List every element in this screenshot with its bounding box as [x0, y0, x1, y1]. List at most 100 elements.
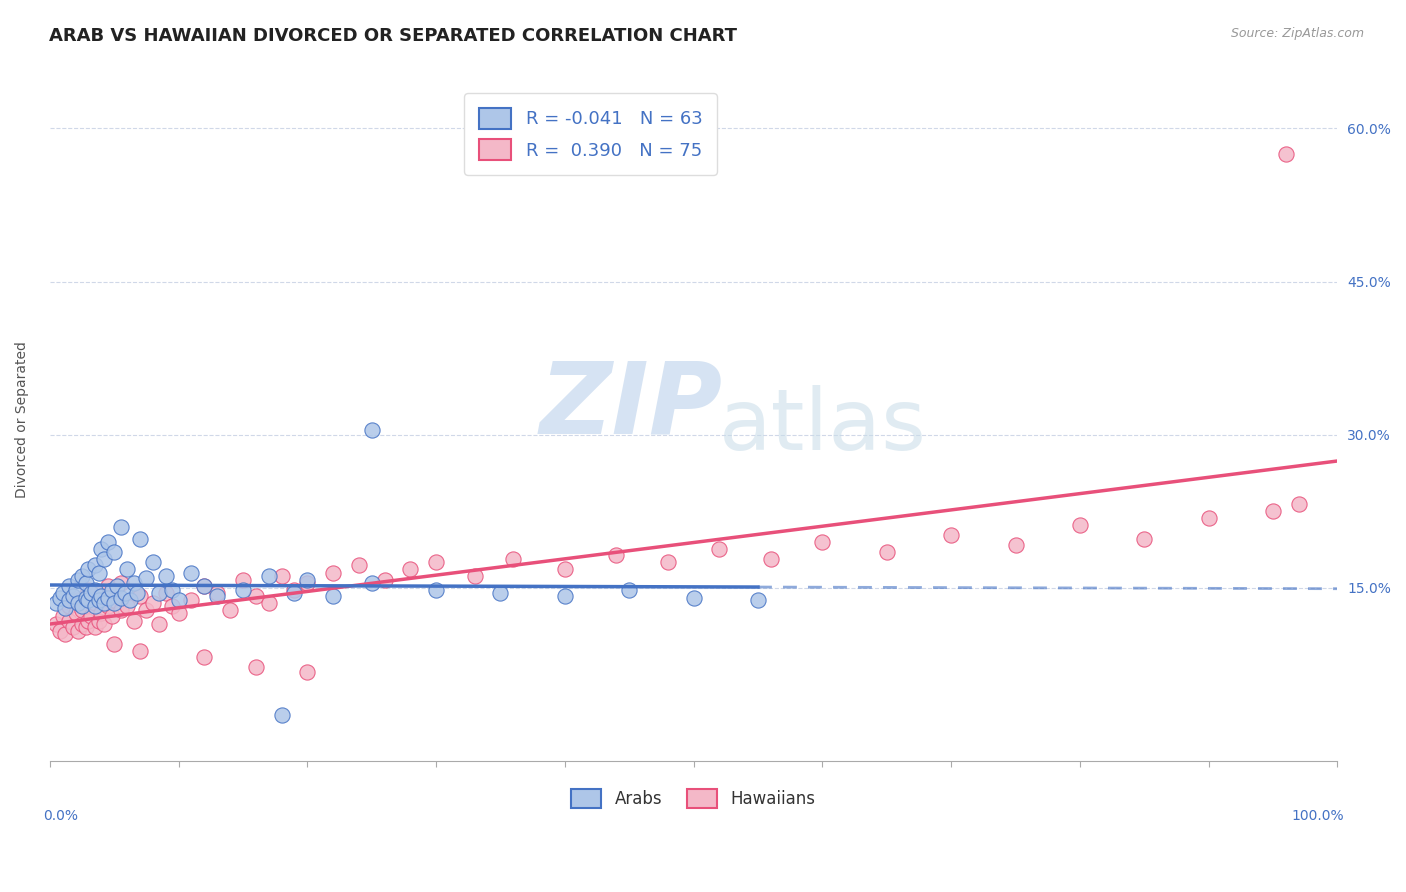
Point	[97, 591, 120, 605]
Point	[52, 586, 75, 600]
Point	[257, 568, 280, 582]
Point	[148, 616, 170, 631]
Point	[90, 589, 112, 603]
Point	[75, 620, 97, 634]
Point	[58, 579, 80, 593]
Point	[122, 614, 145, 628]
Point	[70, 599, 93, 614]
Point	[322, 589, 344, 603]
Point	[80, 586, 103, 600]
Point	[62, 589, 84, 603]
Point	[205, 586, 228, 600]
Point	[103, 637, 125, 651]
Point	[97, 599, 120, 614]
Point	[425, 555, 447, 569]
Point	[77, 582, 100, 597]
Point	[1275, 147, 1298, 161]
Point	[129, 532, 152, 546]
Point	[270, 568, 292, 582]
Point	[83, 582, 105, 597]
Point	[53, 601, 76, 615]
Point	[257, 596, 280, 610]
Point	[135, 571, 157, 585]
Text: ZIP: ZIP	[538, 357, 723, 454]
Point	[876, 545, 898, 559]
Point	[759, 552, 782, 566]
Point	[193, 579, 215, 593]
Point	[122, 575, 145, 590]
Point	[93, 552, 115, 566]
Point	[374, 573, 396, 587]
Point	[160, 582, 183, 597]
Point	[77, 614, 100, 628]
Point	[45, 616, 67, 631]
Point	[75, 589, 97, 603]
Point	[425, 582, 447, 597]
Point	[115, 562, 138, 576]
Point	[65, 582, 87, 597]
Point	[939, 528, 962, 542]
Point	[219, 603, 242, 617]
Point	[100, 609, 122, 624]
Point	[297, 575, 319, 590]
Point	[67, 596, 90, 610]
Point	[77, 562, 100, 576]
Point	[83, 558, 105, 573]
Point	[619, 582, 641, 597]
Point	[682, 591, 704, 605]
Point	[360, 575, 382, 590]
Point	[103, 593, 125, 607]
Point	[811, 535, 834, 549]
Point	[155, 586, 177, 600]
Point	[83, 596, 105, 610]
Point	[502, 552, 524, 566]
Point	[58, 599, 80, 614]
Point	[1069, 517, 1091, 532]
Point	[103, 596, 125, 610]
Point	[283, 586, 305, 600]
Legend: Arabs, Hawaiians: Arabs, Hawaiians	[558, 775, 830, 822]
Point	[657, 555, 679, 569]
Point	[65, 607, 87, 621]
Point	[193, 650, 215, 665]
Point	[464, 568, 486, 582]
Point	[747, 593, 769, 607]
Point	[70, 568, 93, 582]
Point	[70, 603, 93, 617]
Point	[1261, 504, 1284, 518]
Point	[87, 614, 110, 628]
Point	[67, 593, 90, 607]
Point	[142, 596, 165, 610]
Point	[180, 566, 202, 580]
Text: atlas: atlas	[720, 384, 928, 467]
Point	[160, 599, 183, 614]
Point	[118, 593, 141, 607]
Point	[142, 555, 165, 569]
Point	[322, 566, 344, 580]
Point	[167, 607, 190, 621]
Point	[148, 586, 170, 600]
Point	[87, 566, 110, 580]
Point	[110, 591, 132, 605]
Point	[347, 558, 370, 573]
Point	[58, 614, 80, 628]
Point	[127, 586, 149, 600]
Point	[105, 579, 128, 593]
Point	[360, 423, 382, 437]
Point	[67, 573, 90, 587]
Point	[489, 586, 512, 600]
Point	[67, 624, 90, 638]
Point	[97, 579, 120, 593]
Point	[77, 593, 100, 607]
Point	[297, 573, 319, 587]
Point	[232, 573, 254, 587]
Point	[1133, 532, 1156, 546]
Point	[75, 575, 97, 590]
Point	[97, 535, 120, 549]
Point	[270, 708, 292, 723]
Text: Source: ZipAtlas.com: Source: ZipAtlas.com	[1230, 27, 1364, 40]
Point	[283, 582, 305, 597]
Point	[70, 616, 93, 631]
Point	[110, 603, 132, 617]
Point	[1288, 497, 1310, 511]
